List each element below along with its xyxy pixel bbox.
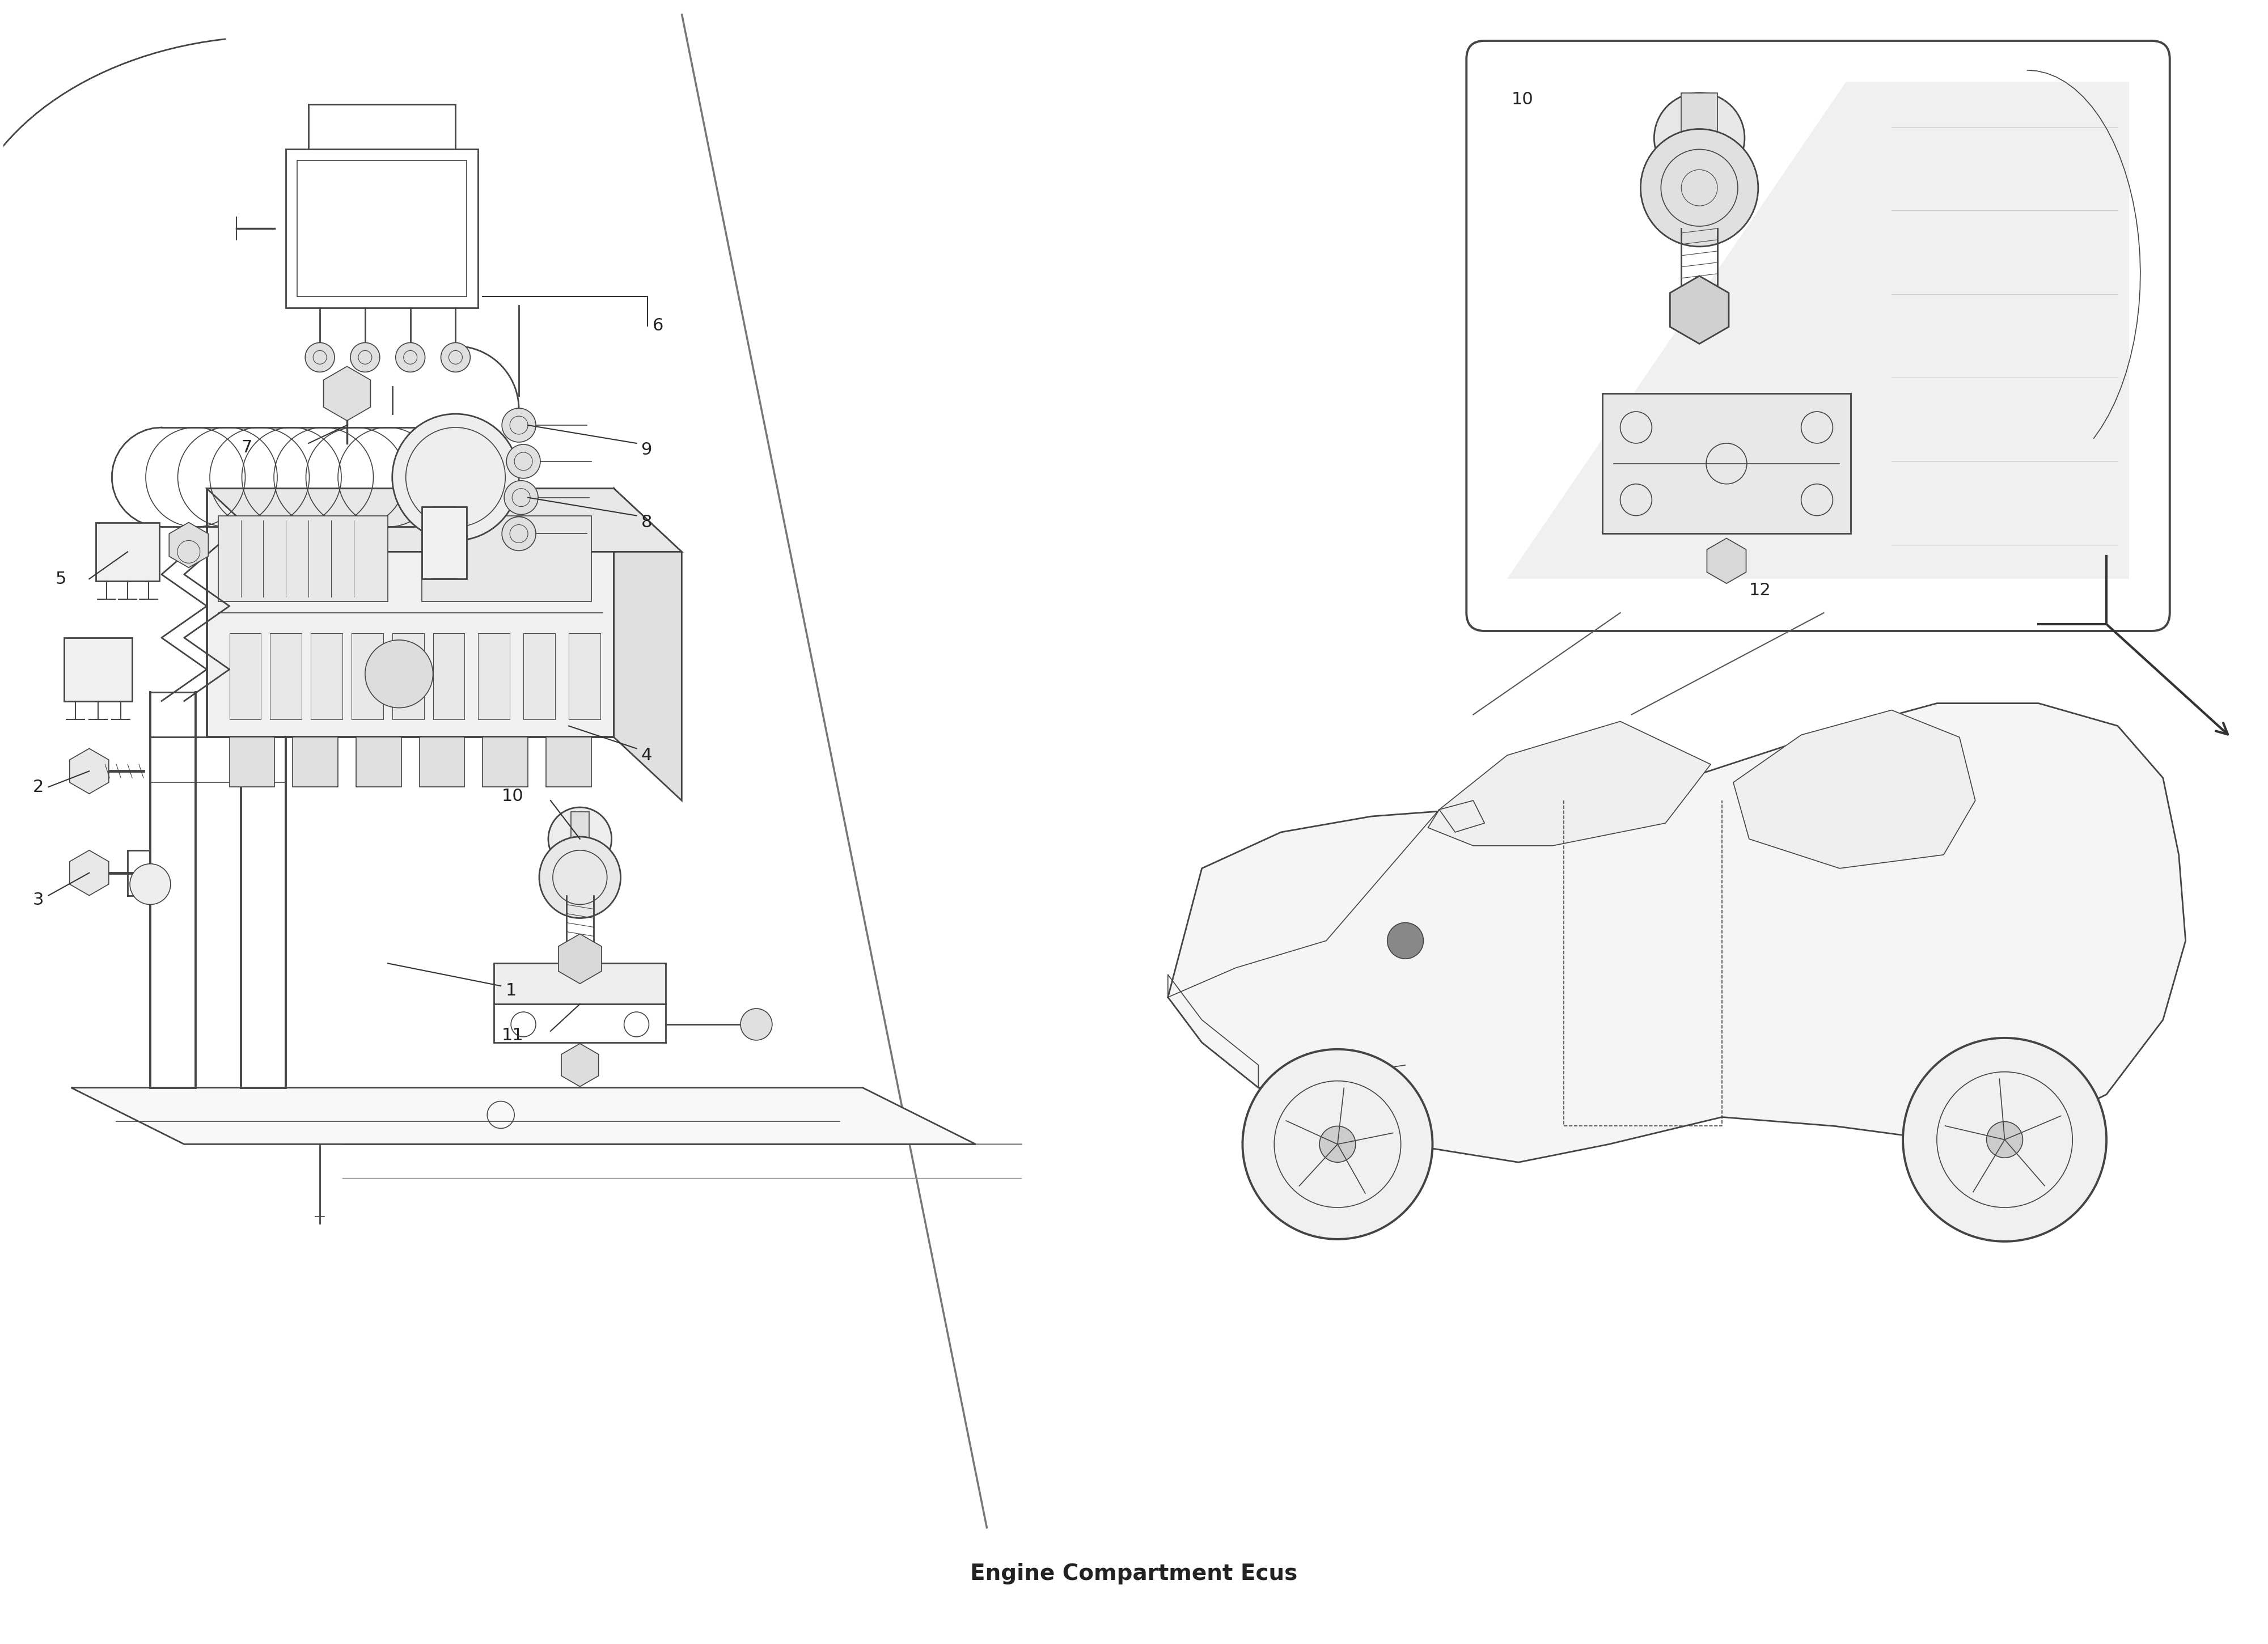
Text: 11: 11 [501, 1028, 524, 1044]
Polygon shape [170, 523, 209, 567]
Text: 8: 8 [642, 515, 653, 531]
Polygon shape [562, 1044, 599, 1087]
Circle shape [501, 516, 535, 551]
Circle shape [395, 342, 424, 372]
Bar [524, 633, 556, 718]
Polygon shape [206, 488, 683, 552]
Polygon shape [324, 367, 370, 421]
Bar [572, 812, 590, 838]
Circle shape [501, 408, 535, 442]
Bar [206, 488, 615, 737]
Bar [1601, 393, 1851, 534]
Circle shape [440, 342, 469, 372]
Circle shape [1653, 92, 1744, 182]
Circle shape [1388, 922, 1424, 958]
Text: 10: 10 [501, 787, 524, 804]
Circle shape [506, 444, 540, 478]
Text: 4: 4 [642, 746, 651, 763]
Text: 12: 12 [1749, 582, 1771, 598]
Bar [286, 150, 479, 307]
Bar [229, 633, 261, 718]
Circle shape [306, 342, 336, 372]
Bar [352, 633, 383, 718]
Polygon shape [70, 748, 109, 794]
Bar [297, 161, 467, 296]
Circle shape [1903, 1037, 2107, 1241]
Text: 2: 2 [34, 779, 43, 796]
Circle shape [129, 863, 170, 904]
Bar [547, 737, 592, 787]
Bar [270, 633, 302, 718]
Bar [392, 633, 424, 718]
Polygon shape [615, 488, 683, 801]
Bar [433, 633, 465, 718]
Bar [95, 523, 159, 582]
Circle shape [739, 1008, 771, 1041]
Circle shape [1243, 1049, 1433, 1240]
Bar [218, 516, 388, 602]
Text: 10: 10 [1513, 92, 1533, 109]
Text: Engine Compartment Ecus: Engine Compartment Ecus [971, 1563, 1297, 1585]
Polygon shape [70, 850, 109, 896]
Bar [483, 737, 528, 787]
Bar [422, 516, 592, 602]
Bar [479, 633, 510, 718]
Circle shape [1987, 1121, 2023, 1157]
Text: 9: 9 [642, 442, 651, 459]
Text: 6: 6 [653, 317, 662, 334]
Bar [420, 737, 465, 787]
Bar [1681, 92, 1717, 133]
Bar [569, 633, 601, 718]
Circle shape [1640, 128, 1758, 247]
Text: 1: 1 [506, 981, 517, 998]
Circle shape [349, 342, 379, 372]
Polygon shape [1508, 82, 2130, 579]
Bar [494, 963, 667, 1004]
Circle shape [1320, 1126, 1356, 1162]
Bar [229, 737, 274, 787]
FancyBboxPatch shape [1467, 41, 2170, 631]
Bar [311, 633, 342, 718]
Text: 5: 5 [57, 570, 66, 587]
Bar [293, 737, 338, 787]
Polygon shape [1733, 710, 1975, 868]
Circle shape [549, 807, 612, 871]
Circle shape [503, 480, 538, 515]
Polygon shape [1429, 722, 1710, 845]
FancyArrowPatch shape [2107, 625, 2227, 735]
Polygon shape [558, 934, 601, 983]
Circle shape [540, 837, 621, 917]
Text: 3: 3 [34, 891, 43, 907]
Bar [64, 638, 132, 700]
Text: 7: 7 [240, 439, 252, 455]
Polygon shape [1708, 538, 1746, 584]
Polygon shape [1669, 276, 1728, 344]
Circle shape [392, 414, 519, 541]
Circle shape [365, 640, 433, 709]
Polygon shape [70, 1088, 975, 1144]
Bar [356, 737, 401, 787]
Polygon shape [1168, 704, 2186, 1162]
Bar [422, 506, 467, 579]
